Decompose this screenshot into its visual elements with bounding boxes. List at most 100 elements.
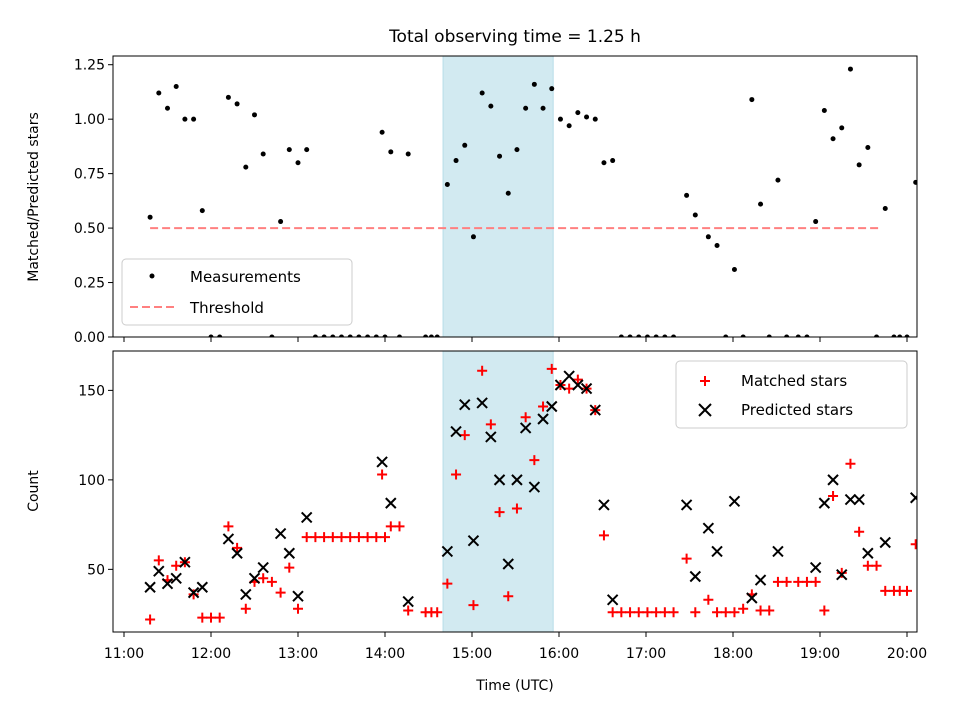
predicted-point	[554, 379, 567, 391]
legend-marker-matched	[700, 376, 710, 386]
measurement-point	[428, 334, 434, 337]
matched-point	[258, 573, 269, 584]
matched-point	[293, 603, 303, 614]
predicted-point	[546, 400, 558, 413]
matched-point	[633, 607, 644, 618]
measurement-point	[847, 66, 853, 72]
predicted-point	[222, 533, 235, 545]
predicted-point	[376, 456, 388, 468]
measurement-point	[208, 334, 214, 337]
predicted-point	[809, 561, 822, 574]
measurement-point	[165, 105, 170, 111]
measurement-point	[453, 158, 459, 164]
matched-point	[494, 507, 505, 518]
predicted-point	[441, 545, 454, 558]
matched-point	[845, 458, 856, 469]
measurement-point	[269, 334, 275, 337]
predicted-point	[385, 497, 397, 509]
x-tick-label: 17:00	[626, 646, 666, 662]
matched-point	[362, 532, 373, 543]
measurement-point	[365, 334, 371, 337]
measurement-point	[813, 219, 819, 225]
x-tick-label: 12:00	[191, 646, 231, 662]
measurement-point	[382, 334, 388, 337]
y-tick-label: 100	[78, 473, 105, 489]
measurement-point	[225, 94, 231, 100]
matched-point	[459, 430, 470, 441]
count-panel: 50 100 150 11:00 12:00 13:00 14:00 15:00 16:00 17…	[26, 350, 950, 662]
matched-point	[819, 605, 830, 616]
predicted-point	[257, 561, 269, 574]
y-tick-label: 0.25	[74, 276, 105, 292]
predicted-point	[680, 499, 693, 511]
measurement-point	[523, 105, 529, 111]
measurement-point	[804, 334, 810, 337]
matched-point	[755, 605, 766, 616]
axes-frame	[112, 350, 918, 633]
measurement-point	[260, 151, 266, 157]
predicted-point	[459, 398, 471, 411]
predicted-point	[179, 556, 191, 568]
predicted-point	[909, 492, 917, 504]
measurement-point	[891, 334, 897, 337]
predicted-point	[292, 590, 304, 602]
measurement-point	[865, 144, 871, 150]
measurement-point	[321, 334, 327, 337]
measurement-point	[434, 334, 440, 337]
matched-point	[240, 603, 251, 614]
measurement-point	[584, 114, 590, 120]
matched-point	[801, 576, 812, 587]
measurement-point	[714, 243, 720, 249]
predicted-point	[580, 382, 593, 395]
matched-point	[625, 607, 636, 618]
matched-point	[919, 539, 929, 549]
measurement-point	[766, 334, 772, 337]
matched-point	[616, 607, 627, 618]
measurement-point	[217, 334, 223, 337]
matched-point	[403, 605, 414, 616]
measurement-point	[156, 90, 162, 96]
matched-point	[681, 553, 692, 564]
y-tick-label: 1.00	[74, 112, 105, 128]
y-tick-label: 0.50	[74, 221, 105, 237]
measurement-point	[356, 334, 362, 337]
plot-area	[144, 363, 950, 625]
matched-point	[353, 532, 364, 543]
matched-point	[781, 576, 792, 587]
matched-point	[197, 612, 208, 623]
measurement-point	[928, 335, 933, 340]
matched-point	[377, 469, 388, 480]
measurement-point	[575, 110, 581, 116]
measurement-point	[531, 81, 537, 87]
y-tick-label: 150	[78, 383, 105, 399]
matched-point	[940, 539, 950, 549]
predicted-point	[187, 586, 200, 599]
matched-point	[862, 560, 873, 571]
matched-point	[442, 578, 453, 589]
measurement-point	[199, 208, 205, 214]
y-tick-label: 50	[87, 562, 105, 578]
matched-point	[871, 560, 882, 571]
matched-point	[145, 614, 156, 625]
measurement-point	[470, 234, 476, 240]
measurement-point	[304, 147, 310, 153]
measurement-point	[662, 334, 668, 337]
y-axis-label: Matched/Predicted stars	[26, 112, 42, 282]
matched-point	[477, 365, 488, 376]
measurement-point	[671, 334, 677, 337]
predicted-point	[519, 422, 532, 434]
measurement-point	[488, 103, 494, 109]
matched-point	[607, 607, 618, 618]
measurement-point	[373, 334, 379, 337]
predicted-point	[476, 397, 488, 409]
measurement-point	[234, 101, 240, 107]
measurement-point	[601, 160, 607, 166]
matched-point	[380, 532, 390, 543]
measurement-point	[147, 214, 153, 220]
matched-point	[336, 532, 347, 543]
measurement-point	[295, 160, 301, 166]
matched-point	[690, 607, 701, 618]
matched-point	[371, 532, 382, 543]
predicted-point	[528, 481, 541, 493]
measurement-point	[627, 334, 633, 337]
